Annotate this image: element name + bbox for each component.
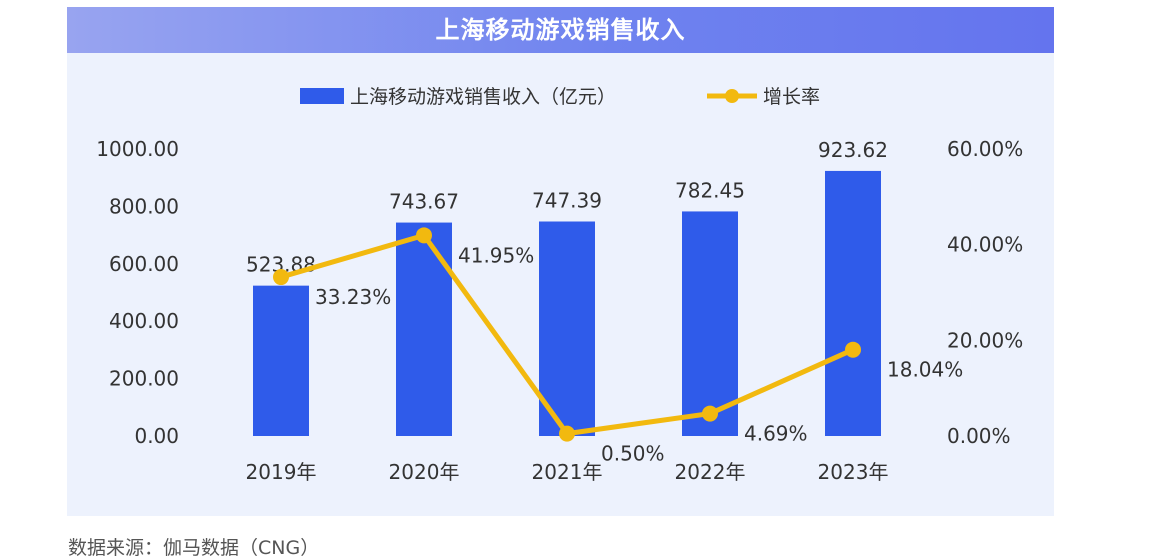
growth-point xyxy=(559,425,575,442)
y-right-tick-label: 0.00% xyxy=(947,424,1011,448)
bar-value-label: 747.39 xyxy=(532,188,602,212)
growth-point xyxy=(845,341,861,358)
legend-bar-swatch xyxy=(300,88,344,104)
y-right-tick-label: 20.00% xyxy=(947,328,1023,352)
chart-title: 上海移动游戏销售收入 xyxy=(67,7,1054,53)
bar-value-label: 743.67 xyxy=(389,190,459,214)
x-tick-label: 2020年 xyxy=(389,460,460,484)
legend-line-label: 增长率 xyxy=(763,86,820,108)
y-right-tick-label: 60.00% xyxy=(947,137,1023,161)
growth-value-label: 41.95% xyxy=(458,243,534,267)
x-tick-label: 2019年 xyxy=(246,460,317,484)
growth-value-label: 0.50% xyxy=(601,442,665,466)
y-left-tick-label: 1000.00 xyxy=(96,137,179,161)
legend-line-marker xyxy=(725,89,739,103)
chart-svg: 上海移动游戏销售收入（亿元） 增长率 0.00 200.00 400.00 600.00 8… xyxy=(96,86,1023,484)
bar-value-label: 923.62 xyxy=(818,138,888,162)
y-right-tick-label: 40.00% xyxy=(947,233,1023,257)
growth-value-label: 18.04% xyxy=(887,358,963,382)
x-tick-label: 2022年 xyxy=(675,460,746,484)
bar xyxy=(825,170,881,436)
bar-value-label: 782.45 xyxy=(675,178,745,202)
growth-point xyxy=(273,269,289,286)
x-tick-label: 2023年 xyxy=(818,460,889,484)
growth-point xyxy=(702,405,718,422)
bar xyxy=(253,285,309,436)
growth-point xyxy=(416,227,432,244)
chart-panel: 上海移动游戏销售收入（亿元） 增长率 0.00 200.00 400.00 600.00 8… xyxy=(67,53,1054,516)
growth-value-label: 4.69% xyxy=(744,422,808,446)
growth-value-label: 33.23% xyxy=(315,285,391,309)
legend-bar-label: 上海移动游戏销售收入（亿元） xyxy=(350,86,616,108)
bar xyxy=(396,222,452,436)
y-left-tick-label: 0.00 xyxy=(134,424,179,448)
y-left-tick-label: 400.00 xyxy=(109,309,179,333)
y-left-tick-label: 600.00 xyxy=(109,252,179,276)
y-left-tick-label: 200.00 xyxy=(109,367,179,391)
bar xyxy=(539,221,595,436)
y-left-tick-label: 800.00 xyxy=(109,194,179,218)
source-note: 数据来源：伽马数据（CNG） xyxy=(68,537,320,559)
bar xyxy=(682,211,738,436)
x-tick-label: 2021年 xyxy=(532,460,603,484)
